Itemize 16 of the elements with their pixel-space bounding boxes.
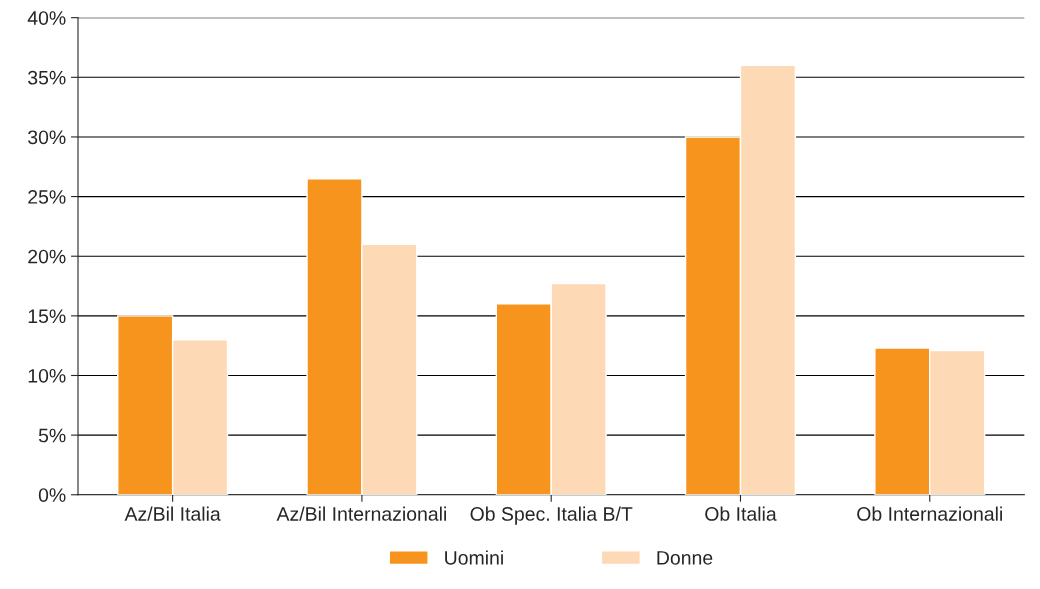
legend-label: Uomini <box>445 550 503 565</box>
x-tick-label: Az/Bil Italia <box>124 506 221 521</box>
y-tick-label: 35% <box>28 70 66 85</box>
x-tick-label: Ob Italia <box>705 506 777 521</box>
x-tick-label: Ob Spec. Italia B/T <box>470 506 633 525</box>
y-tick-label: 10% <box>28 368 66 383</box>
y-tick-label: 25% <box>28 190 66 204</box>
y-tick-label: 15% <box>28 309 66 324</box>
y-tick-label: 5% <box>38 428 66 443</box>
legend-label: Donne <box>657 551 713 565</box>
y-tick-label: 20% <box>28 249 66 264</box>
y-tick-label: 30% <box>28 130 66 145</box>
y-tick-label: 0% <box>38 488 66 502</box>
x-tick-label: Az/Bil Internazionali <box>276 506 446 521</box>
x-tick-label: Ob Internazionali <box>857 506 1002 521</box>
y-tick-label: 40% <box>27 11 66 25</box>
